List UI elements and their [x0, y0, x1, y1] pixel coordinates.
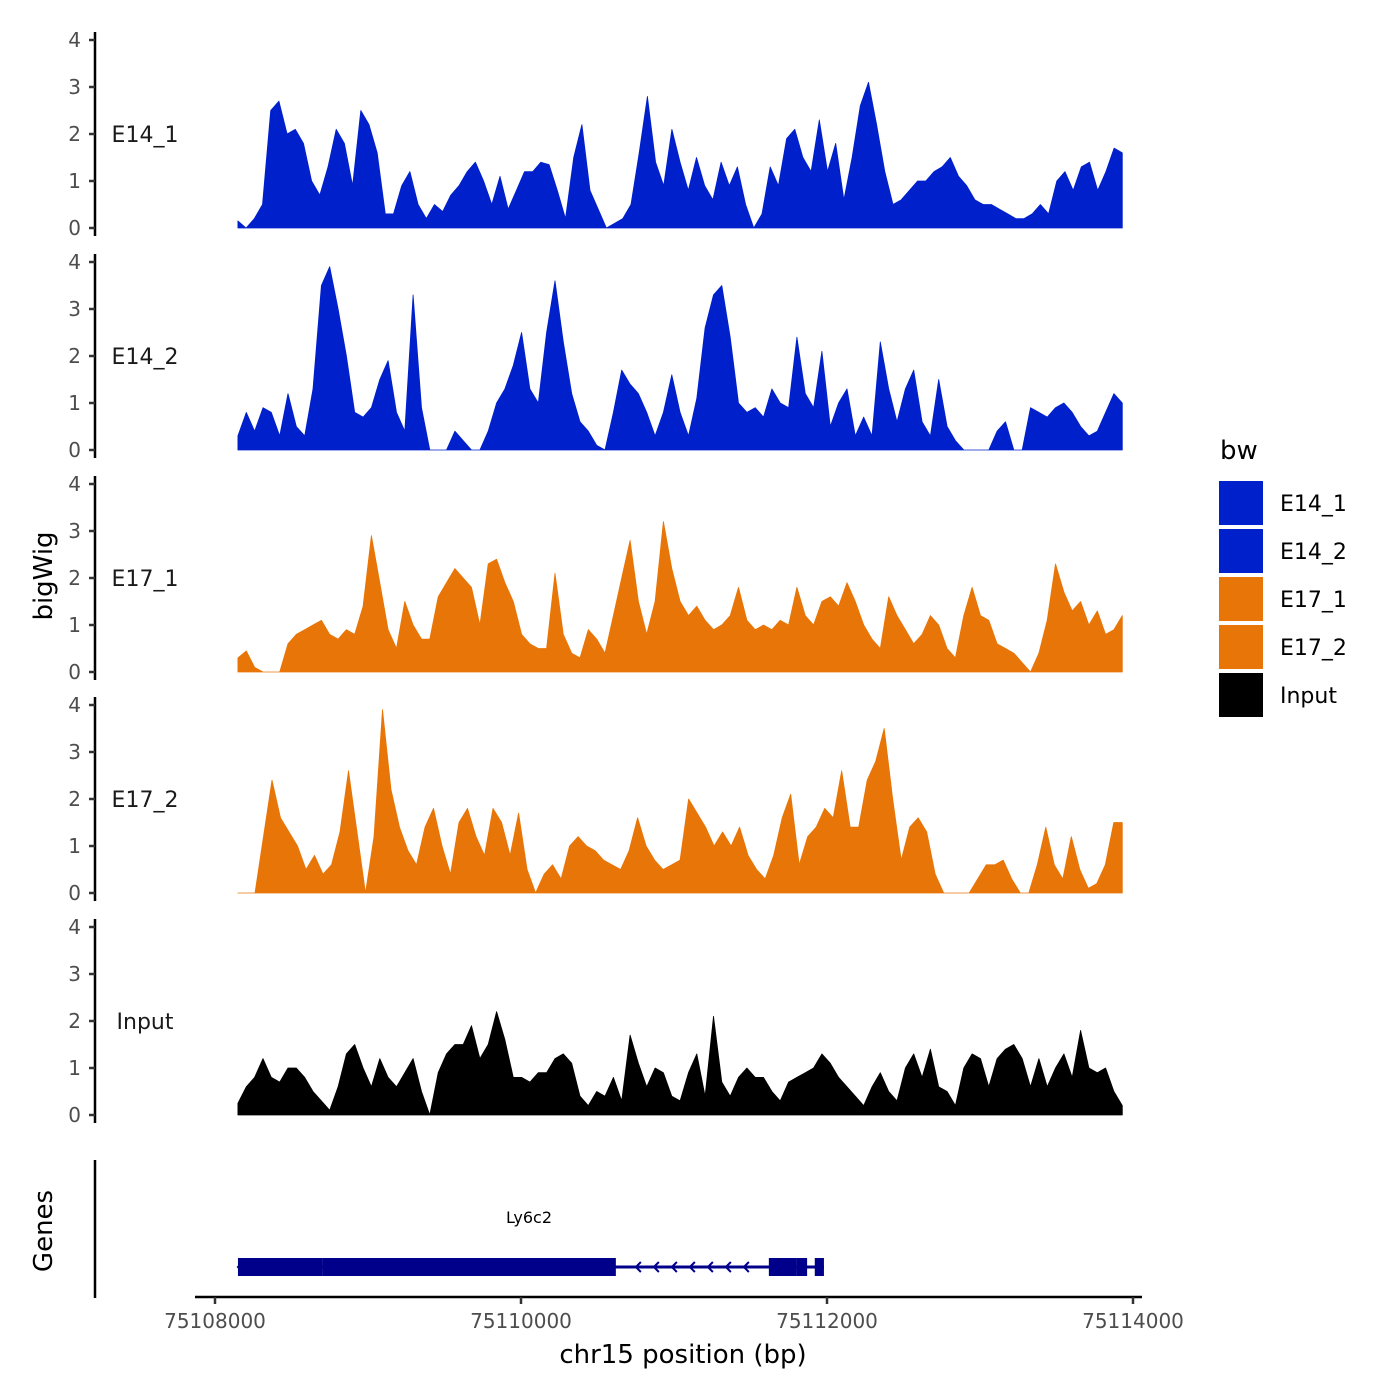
- coverage-area-E14_2: [237, 266, 1123, 451]
- tracks-layer: 0 1 2 3 4 E14_1 0 1 2 3 4 E14_2 0 1 2 3 4 E17_1 0 1 2 3 4 E17_2…: [68, 28, 1123, 1127]
- legend-label-Input: Input: [1280, 684, 1337, 709]
- gene-name-label: Ly6c2: [506, 1208, 552, 1227]
- legend-swatch-E17_1: [1219, 577, 1263, 621]
- gene-exon: [237, 1258, 323, 1276]
- legend-swatch-E14_2: [1219, 529, 1263, 573]
- track-panel-E17_1: 0 1 2 3 4 E17_1: [68, 472, 1123, 684]
- x-tick-label: 75112000: [776, 1309, 878, 1333]
- legend-title: bw: [1220, 436, 1258, 466]
- track-panel-E14_1: 0 1 2 3 4 E14_1: [68, 28, 1123, 240]
- y-tick-label: 0: [68, 660, 81, 684]
- legend-swatch-E14_1: [1219, 481, 1263, 525]
- y-tick-label: 3: [68, 519, 81, 543]
- track-label-E17_2: E17_2: [112, 788, 179, 813]
- strand-arrow-icon: [236, 1260, 245, 1274]
- y-tick-label: 1: [68, 834, 81, 858]
- legend-label-E14_2: E14_2: [1280, 540, 1347, 565]
- y-tick-label: 4: [68, 693, 81, 717]
- legend-swatch-E17_2: [1219, 625, 1263, 669]
- strand-arrow-icon: [688, 1261, 696, 1273]
- y-tick-label: 3: [68, 740, 81, 764]
- gene-exon-utr: [814, 1258, 824, 1276]
- y-tick-label: 0: [68, 1103, 81, 1127]
- track-panel-Input: 0 1 2 3 4 Input: [68, 915, 1123, 1127]
- y-tick-label: 1: [68, 169, 81, 193]
- track-label-E17_1: E17_1: [112, 567, 179, 592]
- y-tick-label: 4: [68, 250, 81, 274]
- gene-exon-utr: [796, 1258, 808, 1276]
- legend: bw E14_1 E14_2 E17_1 E17_2 Input: [1219, 436, 1347, 717]
- y-tick-label: 1: [68, 613, 81, 637]
- strand-arrow-icon: [706, 1261, 714, 1273]
- y-tick-label: 3: [68, 297, 81, 321]
- x-tick-label: 75108000: [164, 1309, 266, 1333]
- x-axis: 75108000 75110000 75112000 75114000: [164, 1295, 1184, 1333]
- y-tick-label: 4: [68, 28, 81, 52]
- y-axis-title: bigWig: [29, 531, 59, 620]
- y-tick-label: 2: [68, 1009, 81, 1033]
- strand-arrow-icon: [652, 1261, 660, 1273]
- coverage-area-E14_1: [237, 81, 1123, 229]
- y-tick-label: 1: [68, 391, 81, 415]
- coverage-area-Input: [237, 1011, 1123, 1116]
- track-label-E14_2: E14_2: [112, 345, 179, 370]
- y-tick-label: 2: [68, 344, 81, 368]
- track-label-Input: Input: [117, 1010, 174, 1035]
- coverage-area-E17_2: [237, 709, 1123, 894]
- legend-label-E17_2: E17_2: [1280, 636, 1347, 661]
- genes-track: Ly6c2: [93, 1160, 824, 1298]
- gene-exon-utr: [597, 1258, 616, 1276]
- y-tick-label: 4: [68, 472, 81, 496]
- track-panel-E14_2: 0 1 2 3 4 E14_2: [68, 250, 1123, 462]
- gene-exon: [322, 1258, 598, 1276]
- strand-arrow-icon: [724, 1261, 732, 1273]
- y-tick-label: 2: [68, 787, 81, 811]
- legend-label-E17_1: E17_1: [1280, 588, 1347, 613]
- x-tick-label: 75114000: [1082, 1309, 1184, 1333]
- y-tick-label: 2: [68, 566, 81, 590]
- x-axis-title: chr15 position (bp): [559, 1340, 806, 1370]
- coverage-area-E17_1: [237, 521, 1123, 673]
- y-tick-label: 1: [68, 1056, 81, 1080]
- legend-swatch-Input: [1219, 673, 1263, 717]
- y-tick-label: 0: [68, 216, 81, 240]
- strand-arrow-icon: [742, 1261, 750, 1273]
- genes-axis-title: Genes: [29, 1190, 59, 1272]
- gene-exon: [768, 1258, 797, 1276]
- y-tick-label: 0: [68, 438, 81, 462]
- legend-label-E14_1: E14_1: [1280, 492, 1347, 517]
- y-tick-label: 3: [68, 75, 81, 99]
- x-tick-label: 75110000: [470, 1309, 572, 1333]
- strand-arrow-icon: [634, 1261, 642, 1273]
- y-tick-label: 3: [68, 962, 81, 986]
- y-tick-label: 4: [68, 915, 81, 939]
- track-panel-E17_2: 0 1 2 3 4 E17_2: [68, 693, 1123, 905]
- strand-arrow-icon: [670, 1261, 678, 1273]
- track-label-E14_1: E14_1: [112, 123, 179, 148]
- y-tick-label: 0: [68, 881, 81, 905]
- y-tick-label: 2: [68, 122, 81, 146]
